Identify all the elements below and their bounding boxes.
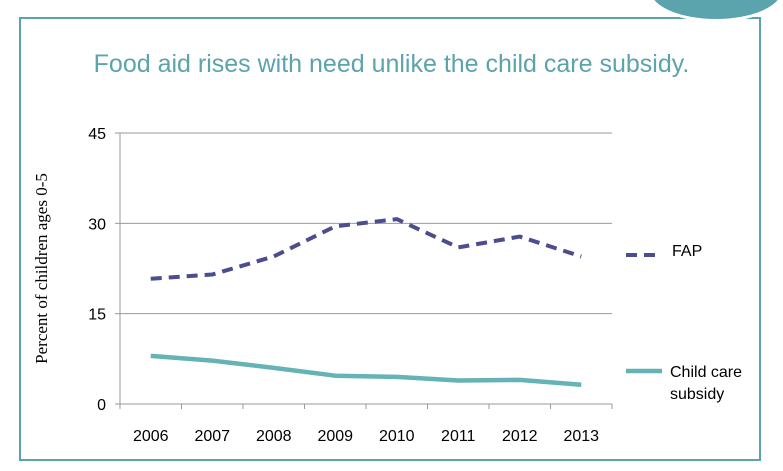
y-tick-label: 45: [88, 126, 106, 143]
chart-frame: [19, 17, 761, 461]
y-tick-label: 0: [97, 397, 106, 414]
x-tick-label: 2011: [441, 428, 476, 445]
x-tick-label: 2012: [502, 428, 538, 445]
series-line-child-care: [150, 353, 582, 387]
x-tick-label: 2010: [379, 428, 415, 445]
x-tick-label: 2006: [133, 428, 169, 445]
x-tick-label: 2007: [194, 428, 230, 445]
legend-fap-label: FAP: [672, 243, 703, 260]
series-line-fap: [150, 217, 582, 281]
x-tick-label: 2013: [563, 428, 599, 445]
legend-child-care-label: Child care subsidy: [670, 364, 743, 403]
x-tick-label: 2008: [256, 428, 292, 445]
x-tick-label: 2009: [317, 428, 353, 445]
y-axis-label: Percent of children ages 0-5: [32, 173, 51, 364]
y-tick-label: 30: [88, 216, 106, 233]
chart-title: Food aid rises with need unlike the chil…: [93, 50, 690, 78]
y-tick-label: 15: [88, 307, 106, 324]
